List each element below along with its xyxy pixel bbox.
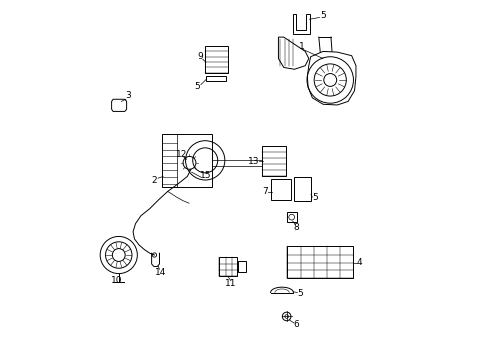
Text: 5: 5: [320, 11, 325, 20]
Text: 1: 1: [298, 41, 304, 50]
Bar: [287, 246, 353, 278]
Text: 15: 15: [200, 171, 211, 180]
Text: 4: 4: [356, 258, 362, 267]
Text: 5: 5: [312, 193, 318, 202]
Bar: [162, 134, 212, 187]
Text: 5: 5: [194, 82, 200, 91]
Bar: [286, 212, 296, 222]
Text: 10: 10: [111, 276, 122, 285]
Text: 5: 5: [297, 289, 303, 298]
Bar: [219, 257, 236, 276]
Bar: [293, 177, 310, 201]
Text: 12: 12: [176, 150, 187, 159]
Text: 6: 6: [293, 320, 299, 329]
Text: 8: 8: [293, 222, 299, 231]
Text: 14: 14: [155, 268, 166, 277]
Bar: [271, 179, 290, 200]
Text: 3: 3: [125, 91, 131, 100]
Bar: [238, 261, 245, 272]
Text: 7: 7: [262, 187, 267, 196]
Text: 13: 13: [248, 157, 259, 166]
Bar: [206, 76, 225, 81]
Text: 9: 9: [197, 52, 203, 61]
Text: 2: 2: [151, 176, 157, 185]
Bar: [262, 146, 285, 176]
Text: 11: 11: [224, 279, 236, 288]
Bar: [205, 46, 228, 73]
